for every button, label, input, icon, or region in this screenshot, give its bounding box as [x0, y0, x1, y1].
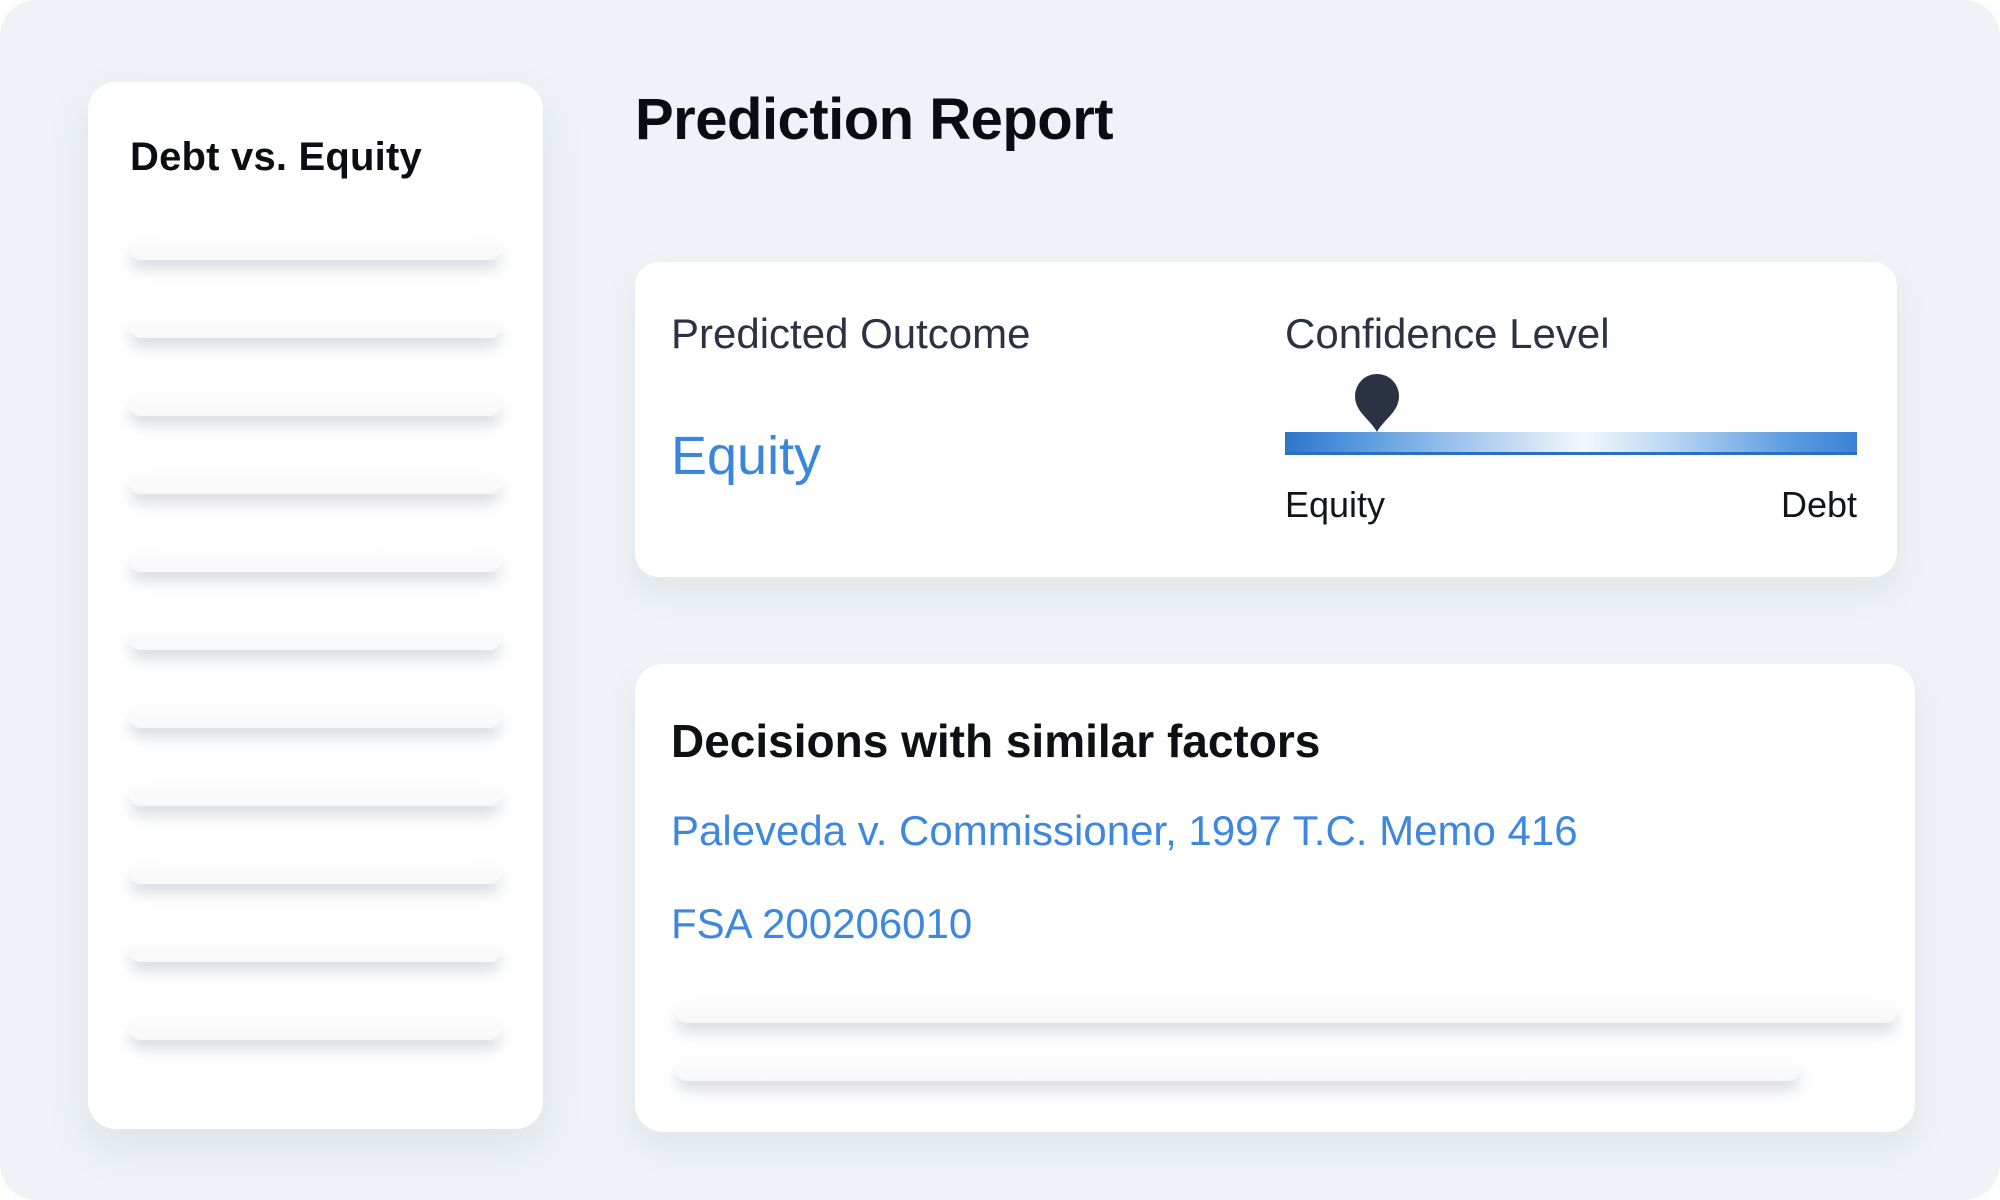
- sidebar-skeleton-list: [130, 238, 501, 1040]
- similar-decisions-card: Decisions with similar factors Paleveda …: [635, 664, 1915, 1132]
- confidence-pin-marker-icon[interactable]: [1354, 374, 1399, 432]
- decision-link-paleveda[interactable]: Paleveda v. Commissioner, 1997 T.C. Memo…: [671, 807, 1578, 854]
- skeleton-text-line: [130, 628, 501, 650]
- confidence-slider-track[interactable]: [1285, 432, 1857, 455]
- skeleton-text-line: [130, 1018, 501, 1040]
- confidence-level-label: Confidence Level: [1285, 310, 1610, 357]
- page-title: Prediction Report: [635, 87, 1114, 152]
- slider-left-label: Equity: [1285, 484, 1386, 525]
- decisions-card-title: Decisions with similar factors: [671, 715, 1321, 767]
- predicted-outcome-label: Predicted Outcome: [671, 310, 1031, 357]
- confidence-slider-labels: Equity Debt: [1285, 484, 1857, 526]
- skeleton-text-line: [130, 472, 501, 494]
- skeleton-text-line: [130, 706, 501, 728]
- skeleton-text-line: [676, 1058, 1800, 1081]
- confidence-section: Confidence Level Equity Debt: [1285, 262, 1857, 577]
- skeleton-text-line: [130, 784, 501, 806]
- sidebar-title: Debt vs. Equity: [130, 135, 422, 179]
- skeleton-text-line: [130, 940, 501, 962]
- sidebar-document-card: Debt vs. Equity: [88, 82, 543, 1129]
- skeleton-text-line: [130, 394, 501, 416]
- prediction-summary-card: Predicted Outcome Equity Confidence Leve…: [635, 262, 1897, 577]
- skeleton-text-line: [130, 862, 501, 884]
- skeleton-text-line: [676, 1000, 1897, 1023]
- skeleton-text-line: [130, 238, 501, 260]
- predicted-outcome-value: Equity: [671, 426, 822, 486]
- skeleton-text-line: [130, 550, 501, 572]
- slider-right-label: Debt: [1780, 484, 1857, 525]
- decision-link-fsa[interactable]: FSA 200206010: [671, 900, 973, 947]
- skeleton-text-line: [130, 316, 501, 338]
